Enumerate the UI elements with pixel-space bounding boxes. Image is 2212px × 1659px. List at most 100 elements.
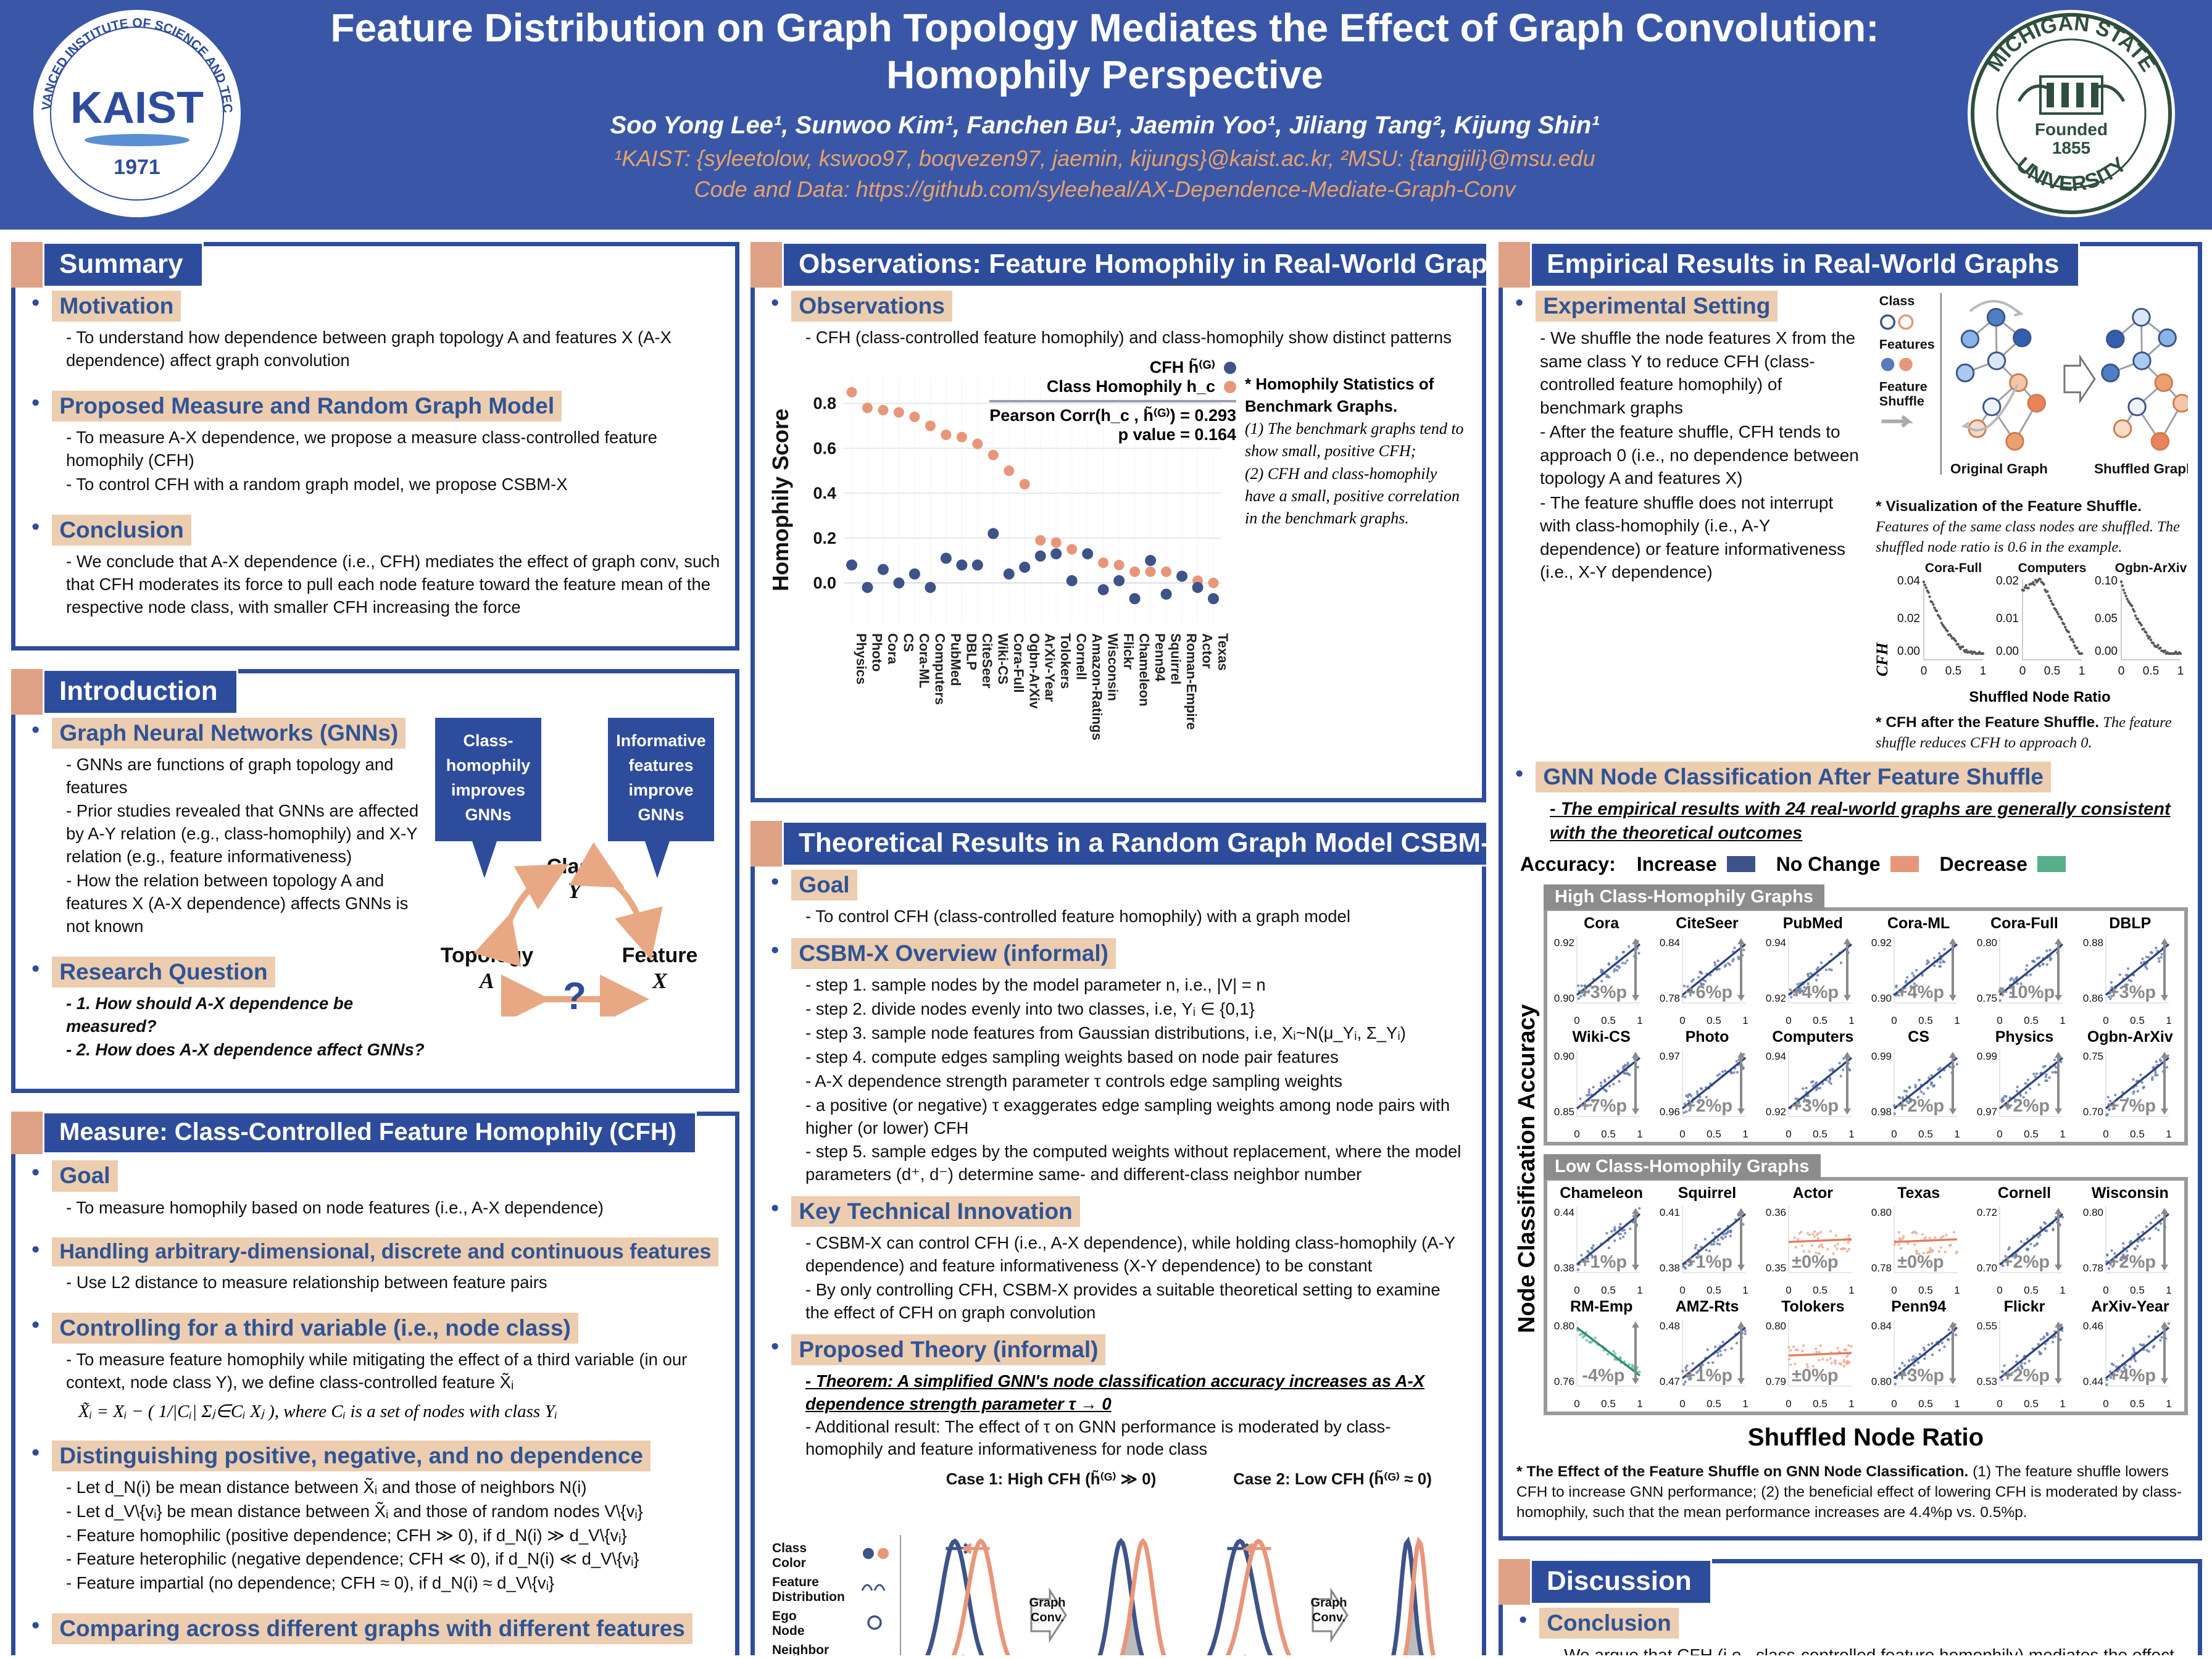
svg-text:1: 1 bbox=[1848, 1015, 1854, 1025]
svg-text:0.53: 0.53 bbox=[1977, 1376, 1997, 1387]
svg-text:0.5: 0.5 bbox=[1918, 1128, 1933, 1139]
svg-text:CiteSeer: CiteSeer bbox=[979, 633, 995, 689]
bullet-heading: Goal bbox=[52, 1160, 118, 1192]
bullet-heading: CSBM-X Overview (informal) bbox=[791, 938, 1116, 970]
bullet-line: - step 5. sample edges by the computed w… bbox=[805, 1142, 1462, 1184]
svg-text:Conv.: Conv. bbox=[1312, 1611, 1345, 1624]
accent-square bbox=[11, 1112, 43, 1155]
class-controlled-feature-formula: X̃ᵢ = Xᵢ − ( 1/|Cᵢ| Σⱼ∈Cᵢ Xⱼ ), where Cᵢ… bbox=[78, 1401, 558, 1421]
svg-text:Original Graph: Original Graph bbox=[1950, 461, 2048, 476]
svg-text:Physics: Physics bbox=[854, 633, 869, 684]
svg-text:Wisconsin: Wisconsin bbox=[1105, 633, 1121, 701]
right-column: Empirical Results in Real-World Graphs E… bbox=[1499, 242, 2202, 1655]
svg-text:1: 1 bbox=[2166, 1015, 2171, 1025]
svg-text:Wiki-CS: Wiki-CS bbox=[995, 633, 1010, 684]
svg-text:0.90: 0.90 bbox=[1554, 992, 1574, 1004]
svg-text:0: 0 bbox=[1891, 1015, 1897, 1025]
bullet-heading: Handling arbitrary-dimensional, discrete… bbox=[52, 1237, 719, 1266]
svg-text:0: 0 bbox=[1786, 1284, 1791, 1295]
svg-text:0: 0 bbox=[1786, 1015, 1791, 1025]
svg-text:1: 1 bbox=[2177, 665, 2184, 678]
svg-text:?: ? bbox=[563, 975, 586, 1017]
svg-text:Feature: Feature bbox=[772, 1575, 819, 1589]
svg-text:0.92: 0.92 bbox=[1766, 992, 1786, 1004]
svg-text:0.55: 0.55 bbox=[1977, 1320, 1997, 1332]
bullet-group: Proposed Theory (informal) - Theorem: A … bbox=[771, 1334, 1467, 1462]
low-homophily-group: Low Class-Homophily Graphs Chameleon 0.44… bbox=[1544, 1154, 2188, 1415]
accent-square bbox=[1499, 242, 1530, 288]
bullet-line: - After the feature shuffle, CFH tends t… bbox=[1540, 422, 1859, 488]
accent-square bbox=[750, 242, 782, 288]
svg-text:+2%p: +2%p bbox=[2003, 1096, 2050, 1116]
svg-text:0.75: 0.75 bbox=[2083, 1050, 2103, 1062]
svg-text:0: 0 bbox=[1574, 1284, 1579, 1295]
svg-text:0: 0 bbox=[2103, 1284, 2108, 1295]
bullet-heading: Conclusion bbox=[1539, 1608, 1679, 1639]
bullet-line: - To control CFH (class-controlled featu… bbox=[805, 907, 1350, 926]
bullet-heading: Comparing across different graphs with d… bbox=[52, 1613, 692, 1645]
bullet-group: Proposed Measure and Random Graph Model … bbox=[31, 390, 720, 496]
svg-text:0.5: 0.5 bbox=[2024, 1284, 2039, 1295]
svg-text:0: 0 bbox=[1786, 1128, 1791, 1139]
svg-text:Topology: Topology bbox=[441, 944, 534, 967]
svg-text:0.01: 0.01 bbox=[1996, 612, 2019, 625]
svg-text:Feature: Feature bbox=[622, 944, 698, 967]
svg-text:0: 0 bbox=[2103, 1015, 2108, 1025]
bullet-line: - Let d_V\{vᵢ} be mean distance between … bbox=[66, 1501, 643, 1521]
section-introduction-title: Introduction bbox=[11, 668, 238, 715]
svg-text:homophily: homophily bbox=[446, 756, 531, 775]
bullet-heading: Controlling for a third variable (i.e., … bbox=[52, 1312, 578, 1344]
svg-text:0.88: 0.88 bbox=[2083, 937, 2103, 949]
svg-text:features: features bbox=[628, 756, 693, 775]
bullet-group: Key Technical Innovation - CSBM-X can co… bbox=[771, 1196, 1467, 1324]
bullet-icon bbox=[1515, 291, 1523, 317]
svg-text:Shuffle: Shuffle bbox=[1879, 393, 1924, 409]
svg-text:0: 0 bbox=[1680, 1284, 1686, 1295]
svg-text:0.5: 0.5 bbox=[1813, 1284, 1827, 1295]
svg-text:Computers: Computers bbox=[2018, 562, 2087, 575]
svg-text:Feature: Feature bbox=[1879, 379, 1927, 394]
svg-text:⊗: ⊗ bbox=[1228, 1653, 1239, 1655]
svg-text:+10%p: +10%p bbox=[1998, 983, 2055, 1002]
bullet-group: Research Question - 1. How should A-X de… bbox=[31, 956, 428, 1062]
svg-text:0.46: 0.46 bbox=[2083, 1320, 2103, 1332]
svg-text:Neighbor: Neighbor bbox=[772, 1643, 829, 1655]
svg-text:1: 1 bbox=[2166, 1128, 2171, 1139]
accent-square bbox=[1499, 1559, 1530, 1605]
bullet-icon bbox=[31, 1237, 40, 1263]
svg-text:0.85: 0.85 bbox=[1554, 1106, 1574, 1118]
section-empirical: Empirical Results in Real-World Graphs E… bbox=[1499, 242, 2202, 1541]
svg-text:+2%p: +2%p bbox=[1686, 1096, 1733, 1116]
svg-text:Ogbn-ArXiv: Ogbn-ArXiv bbox=[1026, 633, 1042, 709]
svg-text:0.5: 0.5 bbox=[1707, 1398, 1722, 1408]
svg-text:1: 1 bbox=[2060, 1284, 2066, 1295]
svg-text:1: 1 bbox=[1954, 1015, 1960, 1025]
bullet-line: - Use L2 distance to measure relationshi… bbox=[66, 1272, 547, 1292]
svg-text:±0%p: ±0%p bbox=[1897, 1252, 1944, 1272]
accent-square bbox=[750, 821, 782, 867]
bullet-icon bbox=[771, 938, 779, 964]
svg-text:1: 1 bbox=[1954, 1128, 1960, 1139]
svg-text:0: 0 bbox=[1997, 1398, 2003, 1408]
svg-text:0.5: 0.5 bbox=[1813, 1128, 1827, 1139]
svg-text:Class: Class bbox=[547, 855, 603, 878]
bullet-line: - step 1. sample nodes by the model para… bbox=[805, 975, 1266, 995]
svg-text:0.5: 0.5 bbox=[2130, 1398, 2145, 1408]
left-column: Summary Motivation - To understand how d… bbox=[11, 242, 739, 1655]
svg-text:+7%p: +7%p bbox=[2108, 1096, 2156, 1116]
svg-text:0.48: 0.48 bbox=[1660, 1320, 1680, 1332]
svg-text:0.5: 0.5 bbox=[2130, 1128, 2145, 1139]
svg-text:+4%p: +4%p bbox=[1897, 983, 1945, 1002]
svg-text:0: 0 bbox=[1680, 1398, 1686, 1408]
accuracy-legend: Accuracy: Increase No Change Decrease bbox=[1520, 853, 2188, 876]
svg-text:0.5: 0.5 bbox=[1707, 1015, 1722, 1025]
code-data-link[interactable]: Code and Data: https://github.com/syleeh… bbox=[694, 177, 1516, 202]
svg-text:0.98: 0.98 bbox=[1871, 1106, 1892, 1118]
svg-text:0.00: 0.00 bbox=[1996, 645, 2019, 658]
theorem-intuition-figure: Class Color Feature Distribution Ego Node Neig… bbox=[770, 1467, 1467, 1655]
svg-text:0.05: 0.05 bbox=[2095, 612, 2118, 625]
bullet-line: - step 3. sample node features from Gaus… bbox=[805, 1023, 1406, 1043]
svg-text:Y: Y bbox=[568, 878, 583, 903]
bullet-icon bbox=[31, 1313, 40, 1339]
svg-text:1: 1 bbox=[1848, 1128, 1854, 1139]
